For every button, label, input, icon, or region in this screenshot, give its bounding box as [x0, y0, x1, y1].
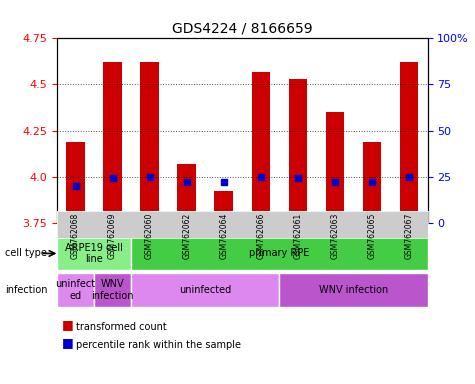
Text: GSM762068: GSM762068 — [71, 213, 80, 259]
Text: GSM762062: GSM762062 — [182, 213, 191, 259]
Bar — [326, 112, 344, 223]
Text: cell type: cell type — [5, 248, 47, 258]
Text: GSM762069: GSM762069 — [108, 213, 117, 259]
Bar — [400, 62, 418, 223]
Text: ■: ■ — [62, 318, 74, 331]
FancyBboxPatch shape — [131, 273, 279, 306]
Bar — [141, 62, 159, 223]
Text: infection: infection — [5, 285, 47, 295]
Bar — [104, 62, 122, 223]
FancyBboxPatch shape — [94, 273, 131, 306]
Bar — [215, 191, 233, 223]
Text: uninfected: uninfected — [179, 285, 231, 295]
FancyBboxPatch shape — [279, 273, 428, 306]
FancyBboxPatch shape — [131, 237, 428, 270]
Text: WNV infection: WNV infection — [319, 285, 388, 295]
Text: GSM762063: GSM762063 — [331, 213, 339, 259]
Text: GSM762061: GSM762061 — [294, 213, 302, 259]
Text: ■: ■ — [62, 336, 74, 349]
Bar — [66, 142, 85, 223]
Bar — [178, 164, 196, 223]
Text: GSM762067: GSM762067 — [405, 213, 413, 259]
Text: ARPE19 cell
line: ARPE19 cell line — [65, 243, 123, 264]
Text: GSM762060: GSM762060 — [145, 213, 154, 259]
FancyBboxPatch shape — [57, 237, 131, 270]
Text: uninfect
ed: uninfect ed — [56, 279, 95, 301]
Bar — [252, 71, 270, 223]
Text: GSM762065: GSM762065 — [368, 213, 376, 259]
Text: percentile rank within the sample: percentile rank within the sample — [76, 339, 241, 349]
Text: WNV
infection: WNV infection — [91, 279, 134, 301]
Text: primary RPE: primary RPE — [249, 248, 310, 258]
Bar — [363, 142, 381, 223]
Title: GDS4224 / 8166659: GDS4224 / 8166659 — [172, 22, 313, 36]
Text: transformed count: transformed count — [76, 322, 167, 332]
FancyBboxPatch shape — [57, 273, 94, 306]
Text: GSM762066: GSM762066 — [256, 213, 265, 259]
Bar — [289, 79, 307, 223]
Text: GSM762064: GSM762064 — [219, 213, 228, 259]
